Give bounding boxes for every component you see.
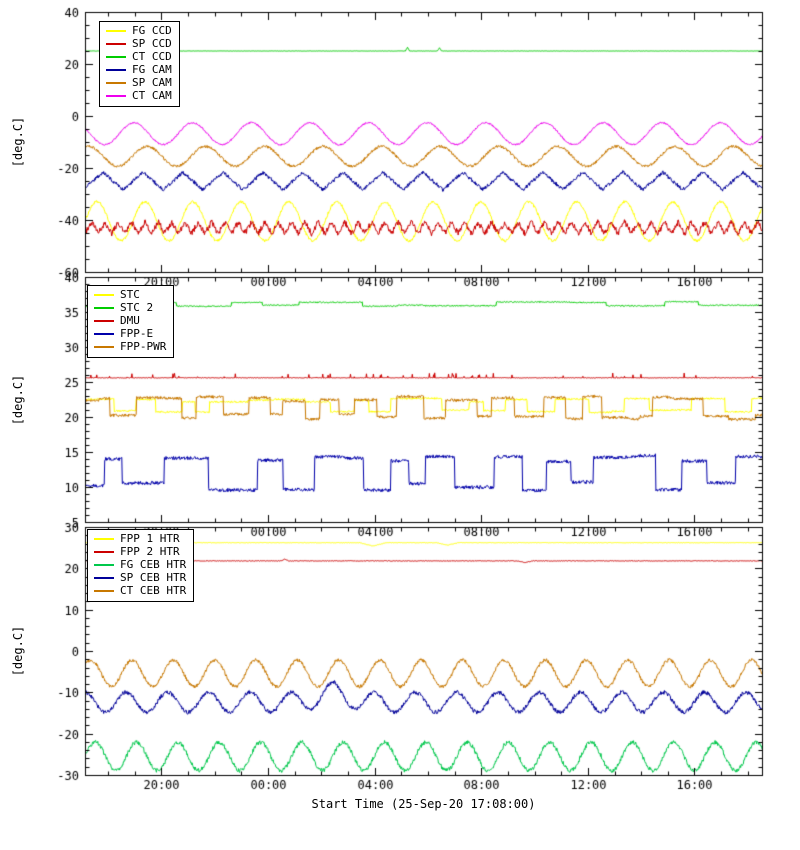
legend-item: CT CEB HTR — [94, 585, 186, 597]
legend-bottom-panel: FPP 1 HTR FPP 2 HTR FG CEB HTR SP CEB HTR CT… — [87, 529, 195, 602]
legend-label: FG CEB HTR — [120, 558, 187, 571]
legend-line-swatch — [94, 320, 114, 322]
legend-line-swatch — [94, 590, 114, 592]
legend-label: CT CEB HTR — [120, 584, 187, 597]
legend-top-panel: FG CCD SP CCD CT CCD FG CAM SP CAM CT CAM — [99, 21, 180, 107]
legend-line-swatch — [94, 307, 114, 309]
legend-line-swatch — [94, 346, 114, 348]
legend-line-swatch — [106, 30, 126, 32]
legend-label: FG CAM — [132, 63, 172, 76]
legend-item: CT CCD — [106, 51, 172, 63]
legend-line-swatch — [106, 95, 126, 97]
legend-label: SP CAM — [132, 76, 172, 89]
legend-item: FPP 1 HTR — [94, 533, 186, 545]
legend-line-swatch — [94, 551, 114, 553]
y-axis-label-top-panel: [deg.C] — [11, 116, 25, 168]
legend-label: STC — [120, 288, 140, 301]
legend-label: FPP 1 HTR — [120, 532, 180, 545]
legend-line-swatch — [94, 333, 114, 335]
legend-label: STC 2 — [120, 301, 154, 314]
legend-middle-panel: STC STC 2 DMU FPP-E FPP-PWR — [87, 285, 175, 358]
legend-line-swatch — [106, 69, 126, 71]
legend-item: STC — [94, 289, 166, 301]
legend-line-swatch — [94, 564, 114, 566]
legend-label: FPP-E — [120, 327, 154, 340]
legend-item: FG CEB HTR — [94, 559, 186, 571]
legend-item: FG CAM — [106, 64, 172, 76]
legend-label: DMU — [120, 314, 140, 327]
legend-label: FPP 2 HTR — [120, 545, 180, 558]
legend-item: DMU — [94, 315, 166, 327]
legend-item: FG CCD — [106, 25, 172, 37]
legend-line-swatch — [94, 294, 114, 296]
legend-line-swatch — [106, 43, 126, 45]
legend-line-swatch — [94, 577, 114, 579]
legend-label: SP CEB HTR — [120, 571, 187, 584]
legend-item: STC 2 — [94, 302, 166, 314]
legend-line-swatch — [106, 82, 126, 84]
y-axis-label-middle-panel: [deg.C] — [11, 374, 25, 426]
legend-line-swatch — [94, 538, 114, 540]
legend-item: FPP-PWR — [94, 341, 166, 353]
x-axis-title: Start Time (25-Sep-20 17:08:00) — [311, 797, 536, 811]
legend-item: FPP 2 HTR — [94, 546, 186, 558]
legend-label: FG CCD — [132, 24, 172, 37]
legend-item: FPP-E — [94, 328, 166, 340]
legend-item: CT CAM — [106, 90, 172, 102]
legend-label: FPP-PWR — [120, 340, 167, 353]
legend-item: SP CEB HTR — [94, 572, 186, 584]
legend-line-swatch — [106, 56, 126, 58]
y-axis-label-bottom-panel: [deg.C] — [11, 625, 25, 677]
legend-label: SP CCD — [132, 37, 172, 50]
legend-item: SP CAM — [106, 77, 172, 89]
legend-label: CT CAM — [132, 89, 172, 102]
legend-label: CT CCD — [132, 50, 172, 63]
legend-item: SP CCD — [106, 38, 172, 50]
